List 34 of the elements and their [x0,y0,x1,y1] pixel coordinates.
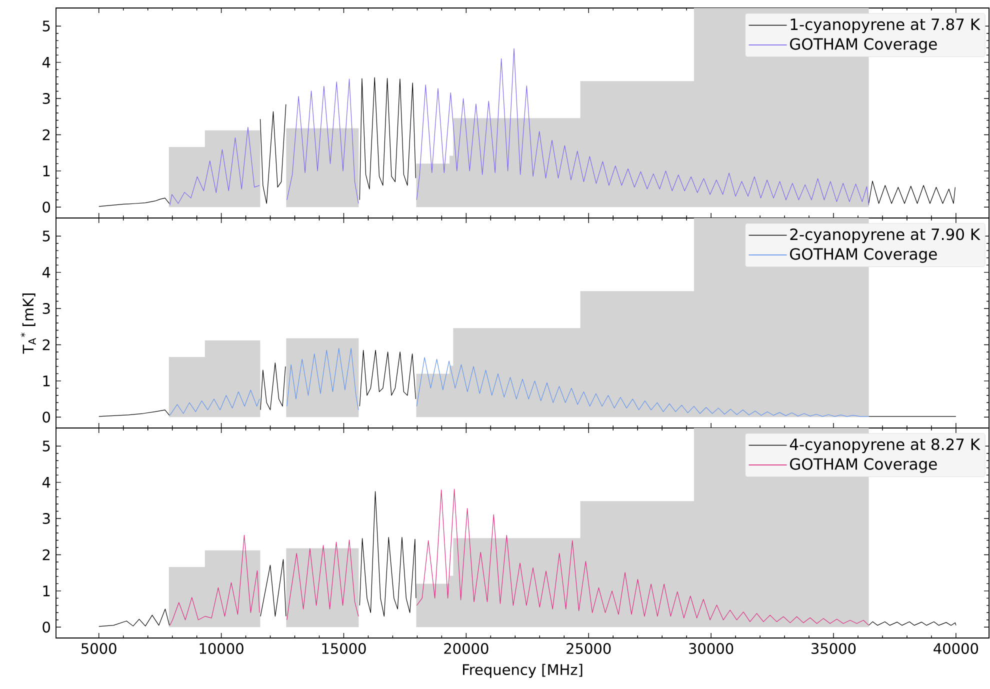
x-tick-label: 20000 [444,643,488,654]
y-tick-label: 3 [42,93,50,104]
y-tick-label: 1 [43,586,50,596]
legend-label: GOTHAM Coverage [790,248,937,263]
y-tick-label: 5 [42,440,50,452]
y-tick-label: 5 [42,20,50,32]
y-tick-label: 0 [42,202,50,213]
y-tick-label: 4 [42,477,50,488]
legend-label: 2-cyanopyrene at 7.90 K [790,228,980,244]
x-tick-label: 15000 [322,643,366,654]
x-tick-label: 25000 [566,643,611,654]
x-tick-label: 35000 [812,643,856,654]
legend-label: GOTHAM Coverage [790,38,937,53]
y-tick-label: 2 [42,129,50,140]
legend-label: 1-cyanopyrene at 7.87 K [790,18,980,34]
x-tick-label: 30000 [689,643,734,654]
y-tick-label: 1 [43,166,50,176]
y-tick-label: 5 [42,230,50,242]
x-axis-title: Frequency [MHz] [463,664,582,678]
y-tick-label: 2 [42,339,50,350]
y-tick-label: 4 [42,267,50,278]
x-tick-label: 10000 [200,643,244,654]
y-tick-label: 4 [42,57,50,68]
legend-label: GOTHAM Coverage [790,458,937,473]
y-tick-label: 3 [42,303,50,314]
y-axis-title: T$_{A}$$^{*}$ [mK] [20,294,36,354]
y-tick-label: 2 [42,549,50,560]
y-tick-label: 0 [42,412,50,423]
legend-label: 4-cyanopyrene at 8.27 K [790,438,980,454]
x-tick-label: 5000 [82,643,116,654]
x-tick-label: 40000 [934,643,978,654]
y-tick-label: 3 [42,513,50,524]
y-tick-label: 1 [43,376,50,386]
y-tick-label: 0 [42,622,50,633]
